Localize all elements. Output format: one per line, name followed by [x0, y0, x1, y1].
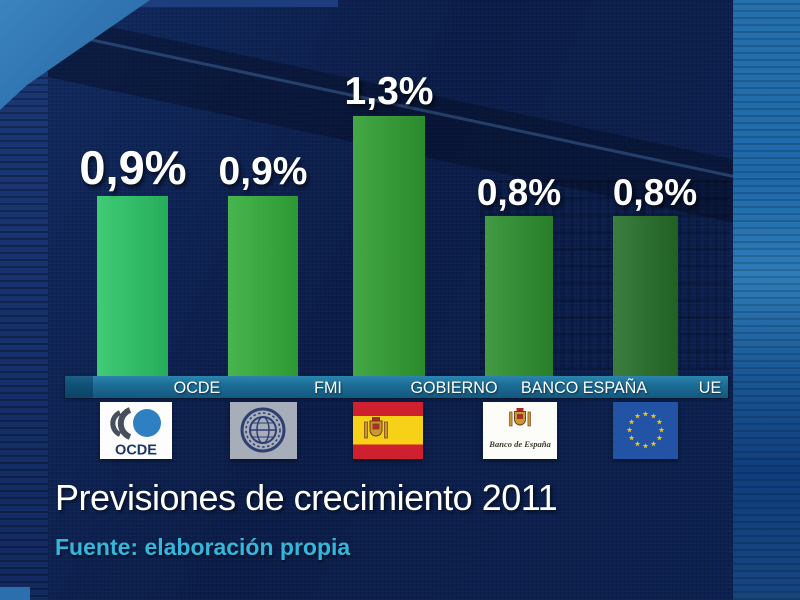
- fmi-seal-icon: [240, 407, 286, 453]
- background-right-band: [733, 0, 800, 600]
- ocde-logo: OCDE: [100, 402, 172, 459]
- bar-banco-espana: [485, 216, 553, 376]
- bar-ocde: [97, 196, 168, 376]
- banco-de-espana-logo: Banco de España: [483, 402, 557, 459]
- category-strip: OCDE FMI GOBIERNO BANCO ESPAÑA UE: [65, 376, 728, 398]
- source-note: Fuente: elaboración propia: [55, 534, 351, 560]
- banco-logo-text: Banco de España: [488, 439, 551, 449]
- banco-coat-of-arms-icon: [509, 408, 531, 427]
- category-label-ocde: OCDE: [173, 378, 221, 397]
- bar-fmi: [228, 196, 298, 376]
- bar-gobierno: [353, 116, 425, 376]
- spain-flag: [353, 402, 423, 459]
- page-title: Previsiones de crecimiento 2011: [55, 477, 558, 518]
- category-label-gobierno: GOBIERNO: [410, 378, 498, 397]
- bar-value-gobierno: 1,3%: [344, 70, 434, 113]
- bar-value-ocde: 0,9%: [79, 141, 187, 194]
- background-bottom-left-corner: [0, 587, 30, 600]
- category-label-banco-espana: BANCO ESPAÑA: [520, 378, 648, 397]
- fmi-seal-logo: [230, 402, 297, 459]
- eu-flag: [613, 402, 678, 459]
- category-label-ue: UE: [698, 378, 722, 397]
- background-top-row: [48, 0, 338, 7]
- category-label-fmi: FMI: [314, 378, 342, 397]
- bar-value-ue: 0,8%: [612, 172, 698, 213]
- ocde-circle-icon: [133, 409, 161, 437]
- eu-stars-icon: [626, 411, 665, 449]
- bar-value-fmi: 0,9%: [218, 150, 308, 193]
- bar-value-banco-espana: 0,8%: [476, 172, 562, 213]
- bar-ue: [613, 216, 678, 376]
- spain-coat-of-arms-icon: [364, 417, 388, 439]
- ocde-logo-text: OCDE: [115, 443, 157, 459]
